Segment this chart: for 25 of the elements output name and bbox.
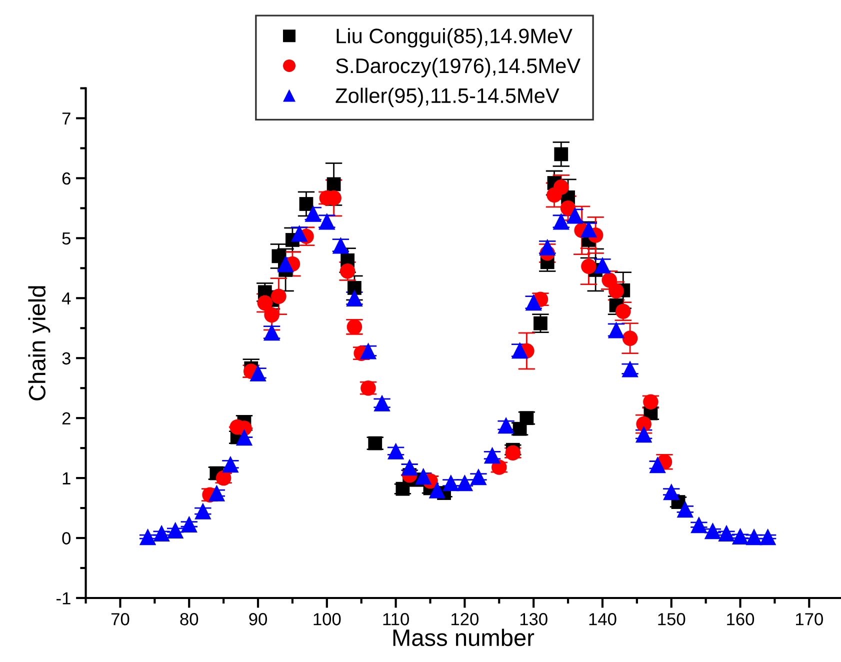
x-tick-label: 140 (589, 613, 616, 626)
y-axis-title: Chain yield (28, 286, 50, 400)
y-tick-label: 7 (62, 112, 70, 125)
x-tick-label: 130 (520, 613, 548, 626)
y-tick-label: 3 (62, 352, 70, 365)
x-tick-label: 170 (796, 613, 823, 626)
x-tick-label: 120 (452, 613, 478, 626)
y-tick-label: 4 (62, 292, 71, 304)
legend-label: Liu Conggui(85),14.9MeV (336, 28, 572, 48)
y-tick-label: 2 (62, 412, 70, 424)
y-tick-label: 5 (62, 232, 70, 245)
x-tick-label: 80 (180, 613, 198, 626)
x-tick-label: 160 (727, 613, 754, 626)
y-tick-label: 6 (62, 172, 70, 185)
legend-label: S.Daroczy(1976),14.5MeV (336, 58, 580, 78)
x-tick-label: 110 (383, 613, 409, 626)
y-tick-label: 0 (62, 532, 71, 544)
x-tick-label: 70 (111, 613, 130, 626)
x-tick-label: 100 (314, 613, 341, 626)
x-tick-label: 150 (658, 613, 686, 626)
x-axis-title: Mass number (393, 628, 534, 646)
legend-label: Zoller(95),11.5-14.5MeV (336, 88, 560, 108)
y-tick-label: -1 (56, 592, 70, 604)
y-tick-label: 1 (62, 472, 70, 484)
x-tick-label: 90 (249, 613, 267, 626)
